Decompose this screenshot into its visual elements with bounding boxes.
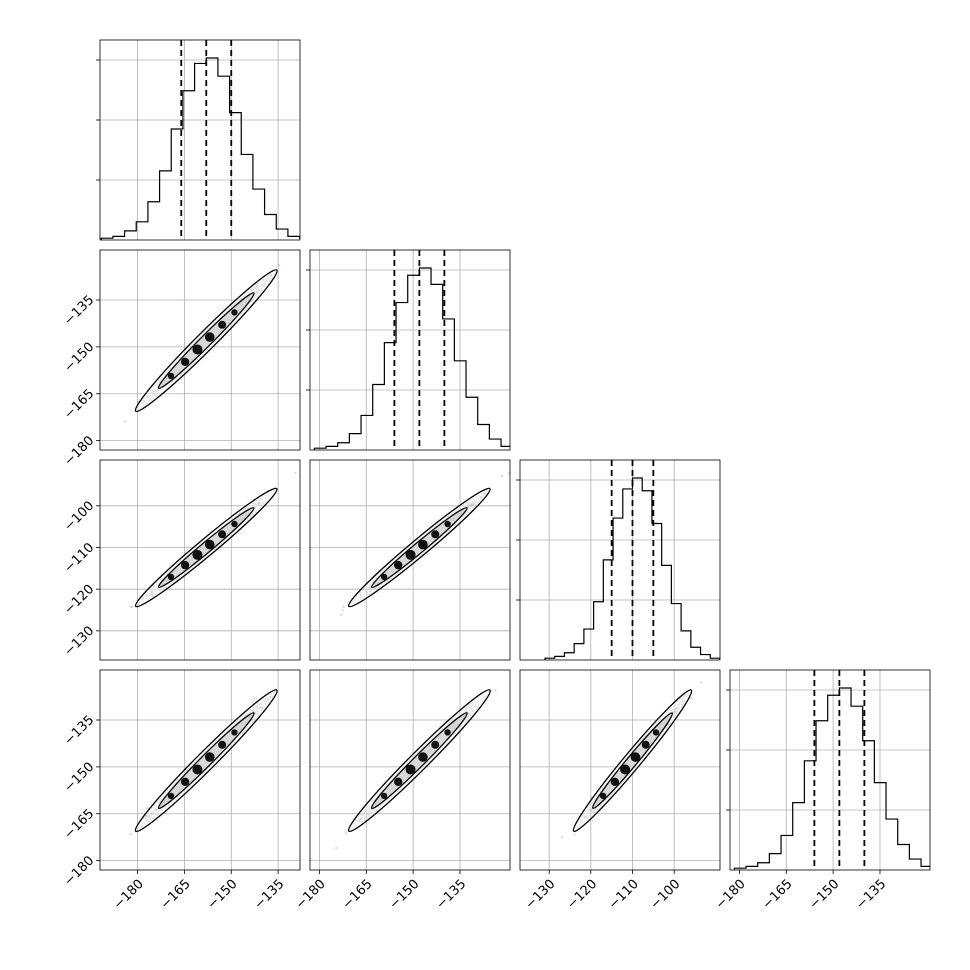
x-tick-label-1-1: −165 xyxy=(340,877,376,913)
x-tick-label-0-3: −135 xyxy=(252,877,288,913)
x-tick-label-2-0: −130 xyxy=(523,877,559,913)
panel-3-0 xyxy=(96,669,301,874)
y-tick-label-2-0: −130 xyxy=(61,624,97,660)
x-tick-label-3-0: −180 xyxy=(713,877,749,913)
y-tick-label-3-1: −165 xyxy=(61,806,97,842)
x-tick-label-2-2: −110 xyxy=(606,877,642,913)
x-tick-label-2-3: −100 xyxy=(648,877,684,913)
x-tick-label-0-2: −150 xyxy=(205,877,241,913)
density-core-2-0 xyxy=(167,520,238,581)
density-core-3-1 xyxy=(380,729,451,800)
panel-2-1 xyxy=(309,459,511,661)
x-tick-label-1-2: −150 xyxy=(387,877,423,913)
x-tick-label-0-0: −180 xyxy=(111,877,147,913)
panel-3-1 xyxy=(309,669,511,874)
panel-1-1 xyxy=(306,249,511,451)
y-tick-label-1-0: −180 xyxy=(61,433,97,469)
panel-3-3 xyxy=(726,669,931,874)
x-tick-label-1-3: −135 xyxy=(433,877,469,913)
y-tick-label-2-2: −110 xyxy=(61,540,97,576)
panel-2-2 xyxy=(516,459,721,661)
y-tick-label-1-2: −150 xyxy=(61,340,97,376)
y-tick-label-1-3: −135 xyxy=(61,293,97,329)
x-tick-label-2-1: −120 xyxy=(564,877,600,913)
panel-2-0 xyxy=(96,459,301,661)
x-tick-label-3-3: −135 xyxy=(853,877,889,913)
panel-1-0 xyxy=(96,249,301,451)
tick-labels-layer: −180−165−150−135−130−120−110−100−180 −165… xyxy=(61,293,889,913)
density-core-2-1 xyxy=(380,520,451,581)
panel-0-0 xyxy=(96,39,301,241)
y-tick-label-3-3: −135 xyxy=(61,713,97,749)
y-tick-label-1-1: −165 xyxy=(61,386,97,422)
x-tick-label-0-1: −165 xyxy=(158,877,194,913)
x-tick-label-1-0: −180 xyxy=(293,877,329,913)
panel-3-2 xyxy=(519,669,721,874)
y-tick-label-3-0: −180 xyxy=(61,853,97,889)
density-core-1-0 xyxy=(167,309,238,380)
y-tick-label-3-2: −150 xyxy=(61,760,97,796)
x-tick-label-3-2: −150 xyxy=(807,877,843,913)
density-core-3-2 xyxy=(599,729,660,800)
density-core-3-0 xyxy=(167,729,238,800)
panels-layer xyxy=(96,39,931,874)
y-tick-label-2-3: −100 xyxy=(61,499,97,535)
y-tick-label-2-1: −120 xyxy=(61,582,97,618)
x-tick-label-3-1: −165 xyxy=(760,877,796,913)
